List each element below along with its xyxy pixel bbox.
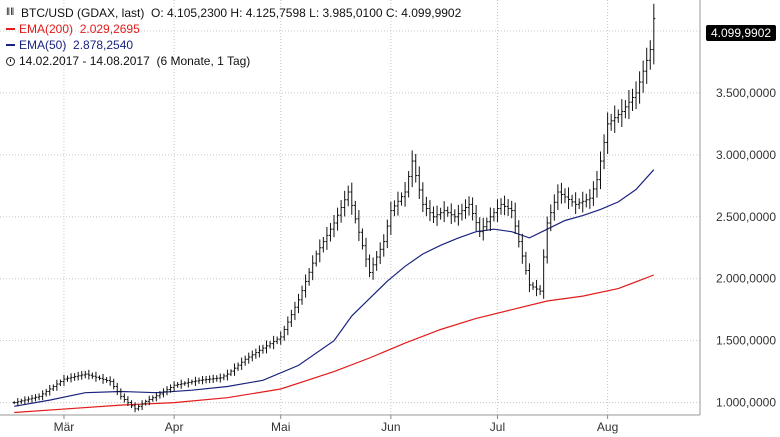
legend-ema50-row: EMA(50) 2.878,2540	[6, 37, 461, 53]
x-tick-label: Mai	[271, 420, 290, 434]
clock-icon	[6, 56, 15, 66]
range-label: (6 Monate, 1 Tag)	[156, 54, 251, 68]
ema50-swatch	[6, 44, 15, 46]
ema200-label: EMA(200)	[19, 22, 74, 36]
x-tick-label: Jun	[381, 420, 400, 434]
x-tick-label: Jul	[490, 420, 505, 434]
ohlc-values: O: 4.105,2300 H: 4.125,7598 L: 3.985,010…	[151, 6, 462, 20]
last-price-badge: 4.099,9902	[706, 25, 777, 41]
x-tick-label: Aug	[597, 420, 618, 434]
y-tick-label: 2.000,0000	[716, 272, 776, 286]
x-tick-label: Mär	[54, 420, 75, 434]
legend-period-row: 14.02.2017 - 14.08.2017 (6 Monate, 1 Tag…	[6, 53, 461, 69]
y-tick-label: 1.000,0000	[716, 396, 776, 410]
y-tick-label: 3.500,0000	[716, 86, 776, 100]
y-tick-label: 3.000,0000	[716, 148, 776, 162]
ohlc-bars-icon: ‖‖	[6, 7, 15, 18]
ema200-swatch	[6, 28, 15, 30]
ema50-value: 2.878,2540	[73, 38, 134, 52]
ema50-label: EMA(50)	[19, 38, 67, 52]
instrument-label: BTC/USD (GDAX, last)	[21, 6, 145, 20]
period-label: 14.02.2017 - 14.08.2017	[19, 54, 150, 68]
ema200-line	[14, 274, 655, 414]
chart-legend: ‖‖ BTC/USD (GDAX, last) O: 4.105,2300 H:…	[6, 5, 461, 69]
x-tick-label: Apr	[165, 420, 184, 434]
y-tick-label: 1.500,0000	[716, 334, 776, 348]
legend-ema200-row: EMA(200) 2.029,2695	[6, 21, 461, 37]
ema200-value: 2.029,2695	[79, 22, 140, 36]
legend-instrument-row: ‖‖ BTC/USD (GDAX, last) O: 4.105,2300 H:…	[6, 5, 461, 21]
y-tick-label: 2.500,0000	[716, 210, 776, 224]
ema50-line	[14, 169, 655, 407]
